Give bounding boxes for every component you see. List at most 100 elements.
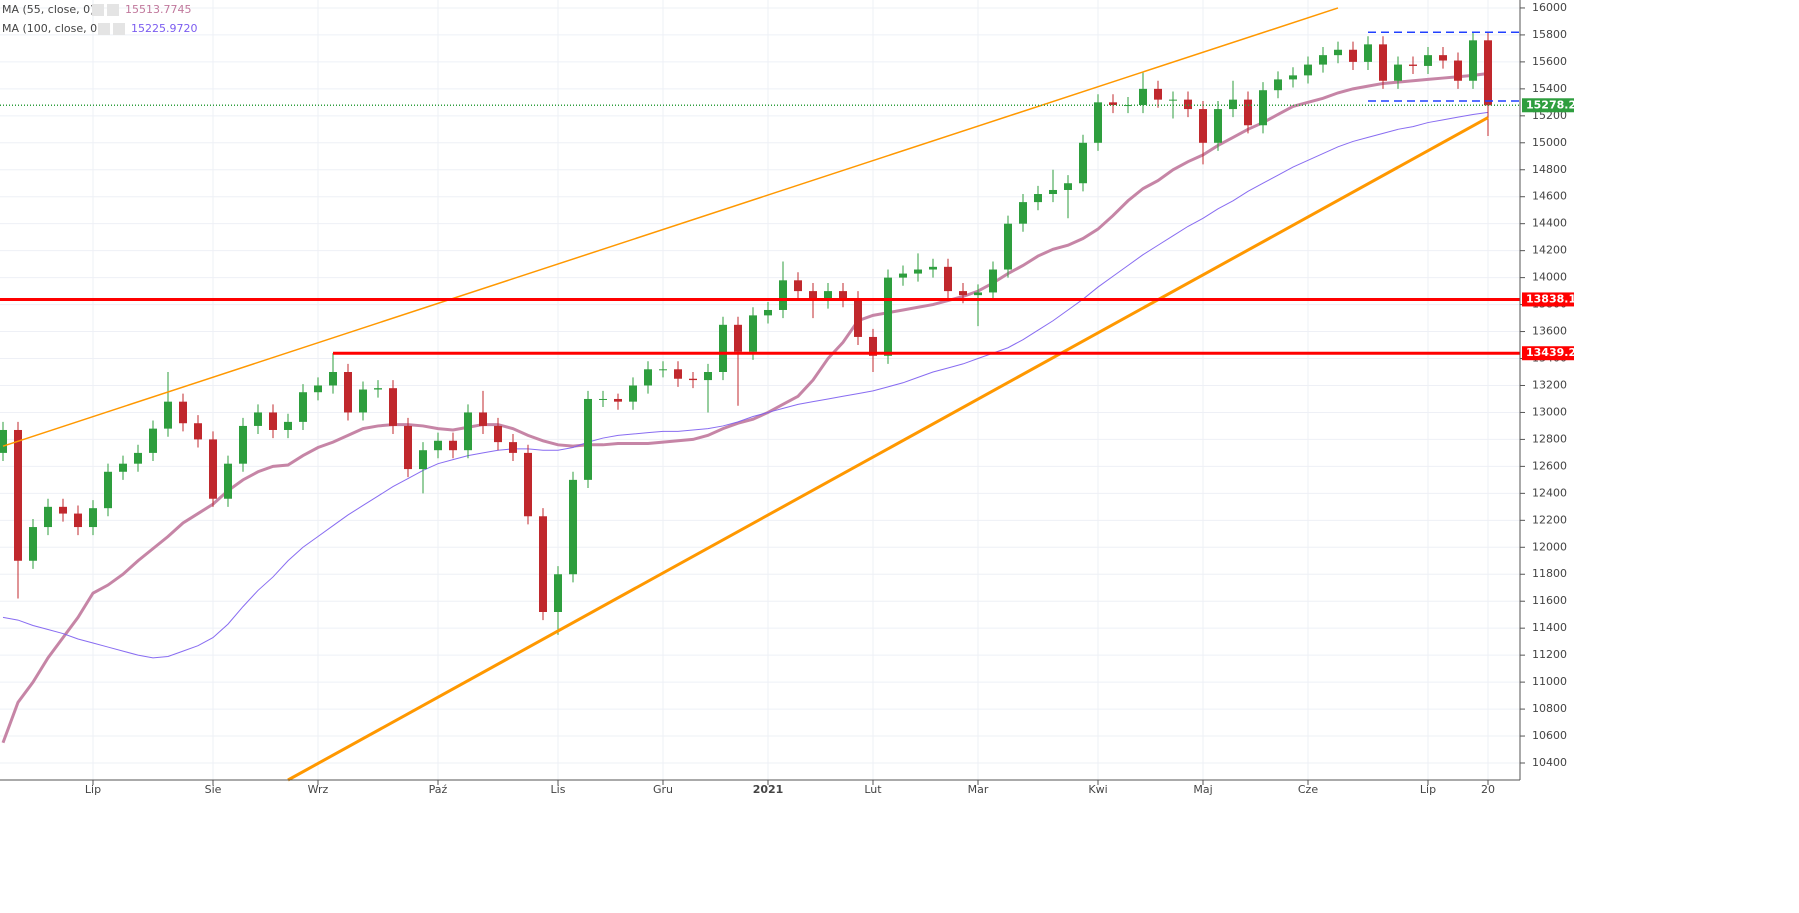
candle-body <box>734 324 742 352</box>
candle-body <box>794 280 802 292</box>
candle-body <box>1199 109 1207 143</box>
candle-body <box>269 412 277 430</box>
candle-body <box>704 372 712 381</box>
candle-body <box>1349 49 1357 62</box>
candle-body <box>329 372 337 386</box>
candle-body <box>119 463 127 472</box>
candle-body <box>1394 64 1402 81</box>
candle-body <box>104 471 112 509</box>
legend-settings-icon <box>98 23 110 35</box>
candle-body <box>1409 64 1417 66</box>
y-tick-label: 11600 <box>1532 594 1567 607</box>
legend-name: MA (55, close, 0) <box>2 3 94 16</box>
candle-body <box>284 421 292 430</box>
legend-value: 15225.9720 <box>131 22 197 35</box>
candle-body <box>164 401 172 429</box>
candle-body <box>1379 44 1387 81</box>
candle-body <box>314 385 322 393</box>
legend-value: 15513.7745 <box>125 3 191 16</box>
candle-body <box>299 392 307 422</box>
candle-body <box>1289 75 1297 80</box>
x-tick-label: Gru <box>653 783 673 796</box>
candle-body <box>134 452 142 464</box>
y-tick-label: 10600 <box>1532 729 1567 742</box>
level-label: 13838.1 <box>1526 292 1576 305</box>
candle-body <box>44 506 52 528</box>
candle-body <box>1364 44 1372 62</box>
candle-body <box>1319 55 1327 65</box>
candle-body <box>239 425 247 464</box>
candle-body <box>374 388 382 390</box>
candle-body <box>899 273 907 278</box>
candle-body <box>1454 60 1462 81</box>
y-tick-label: 12200 <box>1532 513 1567 526</box>
candle-body <box>1139 88 1147 106</box>
level-label: 15278.2 <box>1526 98 1576 111</box>
trendline <box>2 7 1339 447</box>
candle-body <box>419 450 427 470</box>
candle-body <box>1154 88 1162 100</box>
candle-body <box>1424 55 1432 66</box>
candle-body <box>1004 223 1012 270</box>
candle-body <box>914 269 922 274</box>
x-tick-label: Maj <box>1193 783 1212 796</box>
candle-body <box>824 291 832 301</box>
y-tick-label: 12800 <box>1532 432 1567 445</box>
candle-body <box>509 442 517 453</box>
candle-body <box>1484 40 1492 106</box>
candle-body <box>1034 194 1042 203</box>
candle-body <box>749 315 757 352</box>
candle-body <box>1469 40 1477 81</box>
x-tick-label: Cze <box>1298 783 1318 796</box>
candle-body <box>764 309 772 316</box>
y-tick-label: 14600 <box>1532 190 1567 203</box>
plot <box>0 7 1520 782</box>
candle-body <box>599 398 607 400</box>
candle-body <box>869 336 877 356</box>
candle-body <box>344 372 352 413</box>
y-tick-label: 15600 <box>1532 55 1567 68</box>
legend-name: MA (100, close, 0) <box>2 22 101 35</box>
candle-body <box>1169 99 1177 101</box>
candle-body <box>14 429 22 561</box>
candle-body <box>779 280 787 310</box>
level-label: 13439.2 <box>1526 346 1576 359</box>
candle-body <box>89 508 97 528</box>
y-tick-label: 14200 <box>1532 244 1567 257</box>
candle-body <box>1019 202 1027 224</box>
y-tick-label: 11400 <box>1532 621 1567 634</box>
candle-body <box>1334 49 1342 56</box>
candle-body <box>1214 109 1222 143</box>
candle-body <box>179 401 187 424</box>
y-tick-label: 14000 <box>1532 271 1567 284</box>
ma-line <box>1 72 1489 744</box>
y-tick-label: 10400 <box>1532 756 1567 769</box>
candle-body <box>254 412 262 426</box>
y-tick-label: 11800 <box>1532 567 1567 580</box>
x-tick-label: Paź <box>429 783 448 796</box>
candle-body <box>1229 99 1237 110</box>
candle-body <box>809 291 817 301</box>
y-tick-label: 16000 <box>1532 1 1567 14</box>
x-tick-label: Wrz <box>308 783 329 796</box>
level-label-box <box>1522 98 1574 113</box>
candle-body <box>1109 102 1117 106</box>
candle-body <box>1304 64 1312 76</box>
candle-body <box>209 439 217 499</box>
x-tick-label: Lip <box>85 783 101 796</box>
candle-body <box>644 369 652 386</box>
candle-body <box>449 440 457 451</box>
y-tick-label: 11200 <box>1532 648 1567 661</box>
legend-settings-icon <box>92 4 104 16</box>
candle-body <box>674 369 682 379</box>
candle-body <box>539 516 547 612</box>
y-tick-label: 14800 <box>1532 163 1567 176</box>
x-tick-label: Lip <box>1420 783 1436 796</box>
candle-body <box>959 291 967 296</box>
y-tick-label: 15000 <box>1532 136 1567 149</box>
candle-body <box>974 292 982 296</box>
candle-body <box>149 428 157 453</box>
axes: 10400 10600 10800 11000 11200 11400 11600 11800… <box>85 1 1576 796</box>
level-label-box <box>1522 292 1574 307</box>
